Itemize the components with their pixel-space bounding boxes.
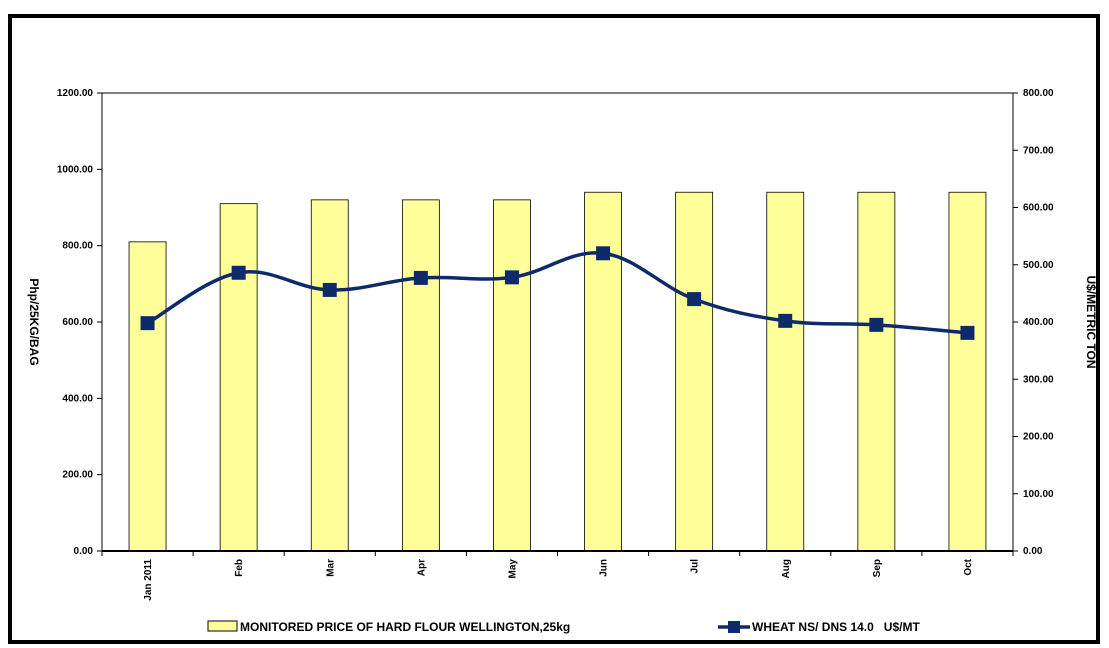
right-tick-label: 200.00 (1023, 432, 1054, 443)
bar-flour-4 (401, 199, 440, 552)
x-tick-label: Feb (234, 559, 245, 577)
legend-marker-wheat (728, 621, 740, 633)
right-tick-label: 500.00 (1023, 260, 1054, 271)
wheat-point-10 (960, 325, 975, 340)
x-tick-label: May (507, 559, 518, 579)
wheat-point-3 (322, 282, 337, 297)
legend-label-flour: MONITORED PRICE OF HARD FLOUR WELLINGTON… (240, 620, 570, 634)
x-tick-label: Aug (781, 559, 792, 578)
right-tick-label: 0.00 (1023, 546, 1043, 557)
left-tick-label: 1000.00 (57, 164, 94, 175)
right-tick-label: 600.00 (1023, 203, 1054, 214)
right-tick-label: 700.00 (1023, 145, 1054, 156)
bar-flour-5 (493, 199, 531, 552)
x-tick-label: Sep (872, 559, 883, 577)
bar-flour-9 (857, 191, 896, 552)
wheat-point-4 (413, 270, 428, 285)
right-tick-label: 400.00 (1023, 317, 1054, 328)
wheat-point-6 (596, 246, 611, 261)
bar-flour-3 (310, 199, 349, 552)
wheat-point-7 (687, 292, 702, 307)
left-tick-label: 600.00 (62, 317, 93, 328)
wheat-point-8 (778, 313, 793, 328)
y-axis-title-left: Php/25KG/BAG (27, 278, 41, 365)
wheat-point-2 (231, 265, 246, 280)
bar-flour-6 (584, 191, 622, 552)
bar-flour-10 (948, 191, 987, 552)
wheat-point-5 (504, 270, 519, 285)
bar-flour-1 (128, 241, 167, 552)
bar-flour-8 (766, 191, 805, 552)
bar-flour-7 (675, 191, 714, 552)
left-tick-label: 200.00 (62, 470, 93, 481)
x-tick-label: Jan 2011 (143, 559, 154, 601)
left-tick-label: 800.00 (62, 241, 93, 252)
wheat-point-9 (869, 317, 884, 332)
right-tick-label: 300.00 (1023, 374, 1054, 385)
x-tick-label: Mar (325, 559, 336, 577)
wheat-point-1 (140, 316, 155, 331)
x-tick-label: Jun (599, 559, 610, 577)
x-tick-label: Oct (963, 558, 974, 575)
legend-swatch-flour (207, 620, 238, 632)
left-tick-label: 1200.00 (57, 88, 94, 99)
left-tick-label: 400.00 (62, 393, 93, 404)
legend-label-wheat: WHEAT NS/ DNS 14.0 U$/MT (752, 620, 920, 634)
chart-frame (8, 14, 1100, 644)
line-wheat-series (146, 251, 968, 335)
right-tick-label: 800.00 (1023, 88, 1054, 99)
left-tick-label: 0.00 (74, 546, 94, 557)
right-tick-label: 100.00 (1023, 489, 1054, 500)
x-tick-label: Jul (690, 559, 701, 574)
y-axis-title-right: U$/METRIC TON (1084, 275, 1098, 368)
bar-flour-2 (219, 203, 258, 552)
x-tick-label: Apr (416, 559, 427, 576)
